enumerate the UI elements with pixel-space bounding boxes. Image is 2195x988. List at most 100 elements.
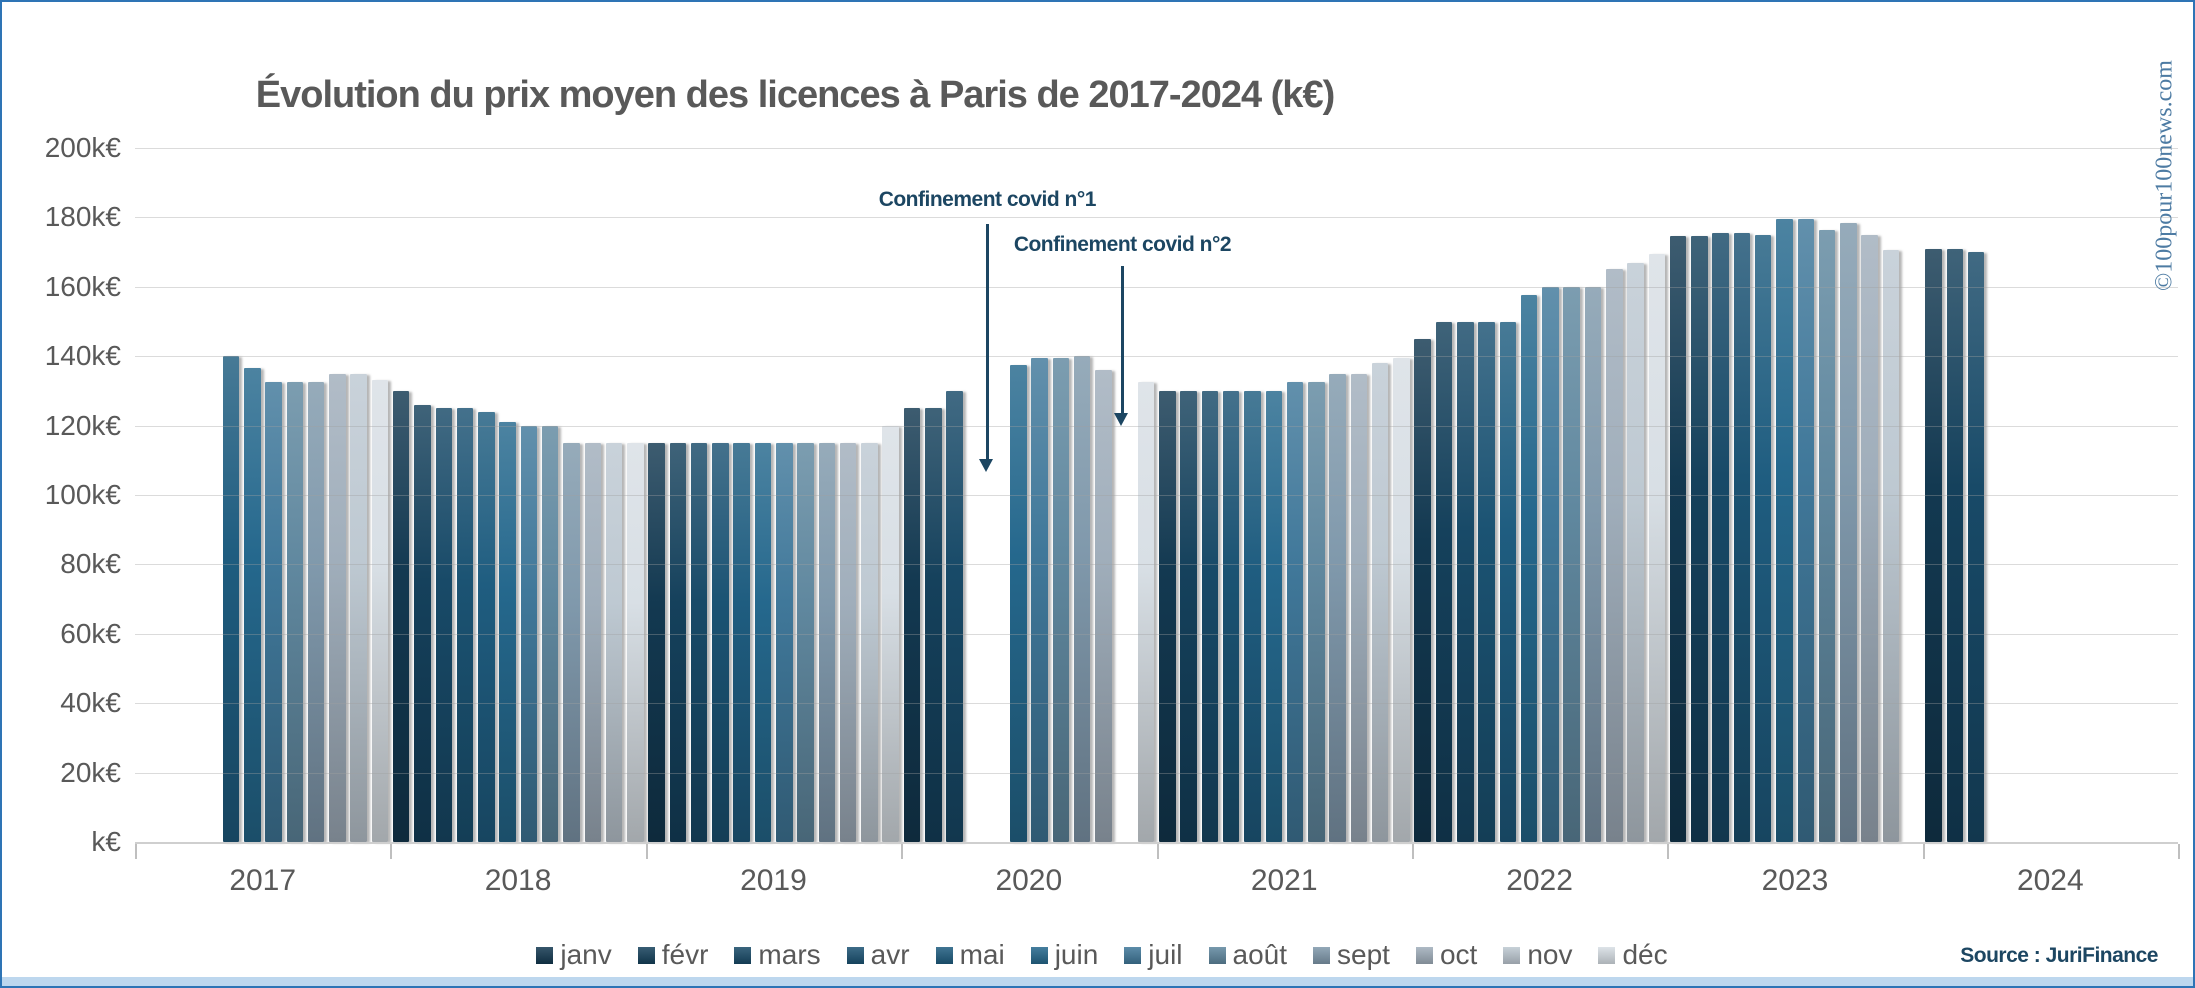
bar: [1520, 295, 1538, 842]
legend-label: sept: [1337, 939, 1390, 970]
bar: [584, 442, 601, 842]
bar: [882, 425, 899, 842]
x-axis-year-label: 2020: [995, 864, 1063, 897]
bar: [1840, 222, 1857, 842]
bar: [1669, 236, 1687, 842]
bar: [818, 442, 836, 842]
bar: [925, 408, 942, 842]
bar: [435, 408, 453, 842]
bar: [712, 442, 729, 842]
bar: [478, 411, 495, 842]
legend-swatch: [1208, 946, 1226, 964]
gridline: [135, 772, 2178, 774]
legend-label: janv: [560, 939, 612, 970]
gridline: [135, 633, 2178, 635]
x-axis-tick: [1922, 844, 1925, 859]
bar: [903, 408, 921, 842]
legend-item: oct: [1415, 941, 1477, 969]
gridline: [135, 356, 2178, 358]
bar: [222, 356, 240, 842]
annotation-arrow-line: [985, 224, 989, 460]
bar: [1159, 390, 1176, 842]
legend-item: janv: [536, 939, 612, 970]
bar: [1542, 286, 1559, 842]
gridline: [135, 286, 2178, 288]
legend-label: déc: [1622, 939, 1668, 970]
legend-item: mars: [734, 941, 821, 969]
bar: [1861, 234, 1878, 842]
bar: [627, 442, 644, 842]
legend-swatch: [637, 946, 655, 964]
bar: [797, 442, 814, 842]
bar: [1286, 382, 1304, 842]
x-axis-year-label: 2022: [1506, 864, 1573, 897]
bar: [648, 442, 665, 842]
copyright-watermark: ©100pour100news.com: [2151, 60, 2178, 291]
bar: [1946, 248, 1963, 842]
bar: [1095, 370, 1112, 842]
x-axis-tick: [135, 844, 137, 859]
gridline: [135, 703, 2178, 705]
legend-item: juin: [1030, 941, 1098, 969]
bar: [563, 442, 580, 842]
bar: [1371, 363, 1389, 842]
bar: [286, 382, 304, 842]
bar: [1031, 357, 1048, 842]
y-axis-tick-label: 40k€: [60, 687, 121, 719]
bar: [733, 442, 750, 842]
bar: [1691, 236, 1708, 842]
annotation-arrowhead-icon: [1113, 412, 1128, 426]
annotation-arrowhead-icon: [978, 459, 993, 473]
bar: [1478, 321, 1495, 842]
bottom-accent-strip: [2, 977, 2193, 986]
legend-item: juil: [1124, 941, 1183, 969]
x-axis-tick: [2178, 844, 2180, 859]
y-axis-tick-label: 120k€: [44, 409, 121, 441]
legend-label: mai: [959, 939, 1005, 970]
bar: [1010, 364, 1027, 842]
annotation-label: Confinement covid n°1: [878, 188, 1097, 212]
x-axis-line: [135, 842, 2178, 844]
x-axis-tick: [390, 844, 393, 859]
x-axis-year-label: 2024: [2016, 864, 2084, 897]
x-axis-tick: [901, 844, 904, 859]
bar: [1457, 321, 1474, 842]
bar: [350, 373, 367, 842]
bar: [1350, 373, 1368, 842]
bar: [1137, 382, 1155, 842]
bar: [1733, 233, 1751, 842]
legend-swatch: [846, 946, 864, 964]
bar: [1435, 321, 1453, 842]
legend-swatch: [734, 946, 752, 964]
gridline: [135, 217, 2178, 219]
legend-swatch: [1598, 946, 1616, 964]
legend-item: nov: [1503, 941, 1572, 969]
bar: [499, 422, 516, 842]
y-axis-tick-label: 160k€: [44, 270, 121, 302]
bar: [1329, 373, 1346, 842]
bar: [371, 380, 389, 842]
legend-item: déc: [1598, 939, 1668, 970]
x-axis-year-label: 2017: [229, 864, 297, 897]
gridline: [135, 564, 2178, 566]
bar: [1584, 286, 1602, 842]
y-axis-tick-label: 100k€: [44, 479, 121, 510]
bar: [605, 442, 623, 842]
legend-label: août: [1232, 939, 1288, 970]
bar: [329, 373, 346, 842]
bar: [244, 368, 261, 842]
y-axis-tick-label: 140k€: [44, 340, 121, 372]
legend: janv févr mars avr mai juin juil août sept oct nov…: [252, 938, 1952, 972]
bar: [1265, 390, 1282, 842]
bar: [690, 442, 708, 842]
bar: [1712, 233, 1729, 842]
bar: [414, 404, 431, 842]
y-axis-tick-label: 200k€: [44, 132, 121, 163]
legend-swatch: [935, 946, 953, 964]
bar: [861, 442, 878, 842]
bar: [1818, 229, 1836, 842]
legend-item: août: [1208, 939, 1288, 970]
x-axis-tick: [1411, 844, 1414, 859]
legend-swatch: [1124, 946, 1142, 964]
